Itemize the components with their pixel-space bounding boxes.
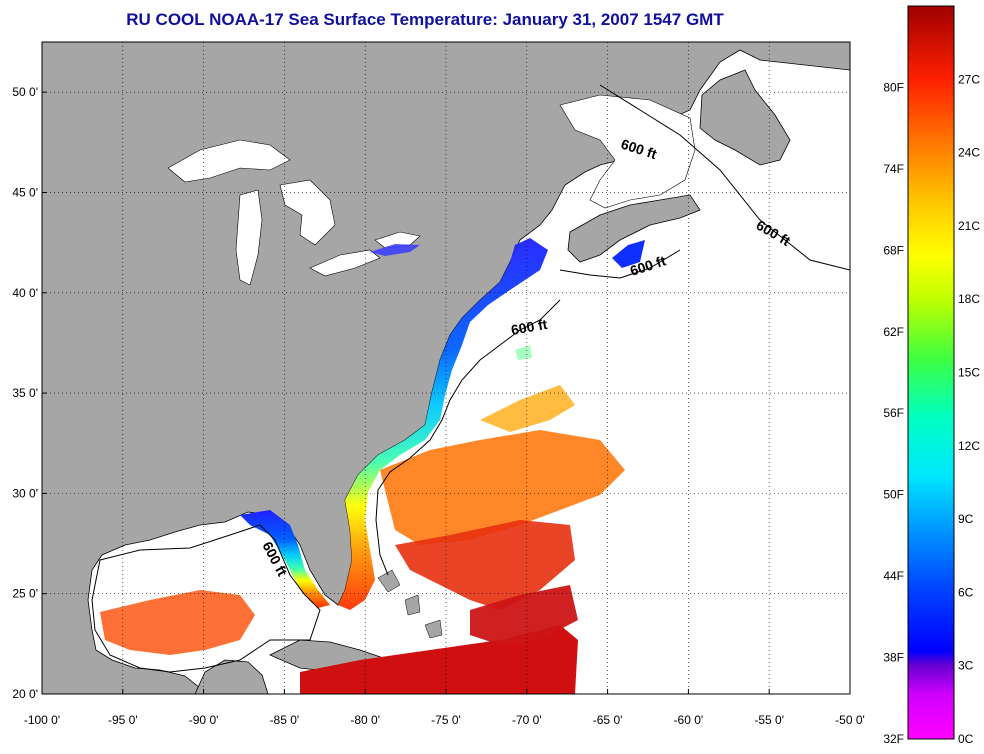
lon-tick-label: -80 0' bbox=[350, 713, 380, 727]
sst-warm-atlantic-south bbox=[395, 520, 575, 610]
lat-tick-label: 35 0' bbox=[12, 386, 38, 400]
colorbar-fahrenheit-label: 32F bbox=[883, 732, 904, 746]
colorbar-celsius-label: 15C bbox=[958, 366, 980, 380]
colorbar-celsius-label: 21C bbox=[958, 219, 980, 233]
sst-coastal-band bbox=[338, 238, 548, 610]
sst-scotian-patch bbox=[612, 240, 645, 268]
colorbar-fahrenheit-label: 38F bbox=[883, 651, 904, 665]
sst-nc-green bbox=[515, 345, 532, 360]
colorbar-fahrenheit-labels: 32F 38F 44F 50F 56F 62F 68F 74F 80F bbox=[883, 80, 904, 746]
sst-florida-west bbox=[240, 510, 330, 608]
lat-tick-label: 50 0' bbox=[12, 85, 38, 99]
colorbar-celsius-label: 24C bbox=[958, 146, 980, 160]
sst-gulf-maine-patch bbox=[370, 244, 420, 256]
lon-tick-label: -60 0' bbox=[674, 713, 704, 727]
latitude-axis: 20 0' 25 0' 30 0' 35 0' 40 0' 45 0' 50 0' bbox=[12, 85, 47, 701]
colorbar-fahrenheit-label: 80F bbox=[883, 80, 904, 94]
colorbar-fahrenheit-label: 68F bbox=[883, 243, 904, 257]
lake-erie bbox=[309, 249, 381, 277]
longitude-axis: -100 0' -95 0' -90 0' -85 0' -80 0' -75 0' -70… bbox=[24, 689, 865, 727]
contour-label-4: 600 ft bbox=[510, 316, 549, 338]
colorbar-celsius-label: 9C bbox=[958, 512, 974, 526]
lat-tick-label: 45 0' bbox=[12, 185, 38, 199]
lon-tick-label: -95 0' bbox=[108, 713, 138, 727]
sst-gulf-stream-streaks bbox=[380, 430, 625, 545]
sst-gulf-mexico-orange bbox=[100, 590, 255, 655]
lon-tick-label: -75 0' bbox=[431, 713, 461, 727]
colorbar-fahrenheit-label: 56F bbox=[883, 406, 904, 420]
lat-tick-label: 40 0' bbox=[12, 286, 38, 300]
colorbar-celsius-label: 18C bbox=[958, 292, 980, 306]
lon-tick-label: -90 0' bbox=[189, 713, 219, 727]
lon-tick-label: -50 0' bbox=[835, 713, 865, 727]
sst-bahamas-red bbox=[470, 585, 578, 645]
lon-tick-label: -100 0' bbox=[24, 713, 60, 727]
land-newfoundland bbox=[699, 69, 791, 166]
lon-tick-label: -65 0' bbox=[593, 713, 623, 727]
lat-tick-label: 30 0' bbox=[12, 486, 38, 500]
lake-superior bbox=[167, 139, 291, 183]
colorbar-celsius-label: 0C bbox=[958, 732, 974, 746]
colorbar-celsius-labels: 0C 3C 6C 9C 12C 15C 18C 21C 24C 27C bbox=[958, 72, 980, 746]
colorbar-celsius-label: 3C bbox=[958, 659, 974, 673]
colorbar-fahrenheit-label: 44F bbox=[883, 569, 904, 583]
lon-tick-label: -55 0' bbox=[754, 713, 784, 727]
colorbar-celsius-label: 27C bbox=[958, 72, 980, 86]
lat-tick-label: 20 0' bbox=[12, 687, 38, 701]
land-nova-scotia bbox=[567, 194, 701, 263]
colorbar-fahrenheit-label: 50F bbox=[883, 488, 904, 502]
map-title: RU COOL NOAA-17 Sea Surface Temperature:… bbox=[126, 10, 724, 29]
sst-atlantic-yellow-streaks bbox=[480, 385, 575, 432]
colorbar-fahrenheit-label: 62F bbox=[883, 325, 904, 339]
lat-tick-label: 25 0' bbox=[12, 587, 38, 601]
lon-tick-label: -85 0' bbox=[270, 713, 300, 727]
colorbar-celsius-label: 12C bbox=[958, 439, 980, 453]
lake-huron bbox=[279, 179, 336, 246]
lake-michigan bbox=[235, 189, 263, 286]
colorbar-fahrenheit-label: 74F bbox=[883, 162, 904, 176]
land-yucatan bbox=[194, 659, 269, 694]
contour-600ft bbox=[91, 84, 850, 673]
colorbar bbox=[907, 5, 955, 740]
colorbar-celsius-label: 6C bbox=[958, 585, 974, 599]
lon-tick-label: -70 0' bbox=[512, 713, 542, 727]
lake-ontario bbox=[374, 231, 421, 249]
